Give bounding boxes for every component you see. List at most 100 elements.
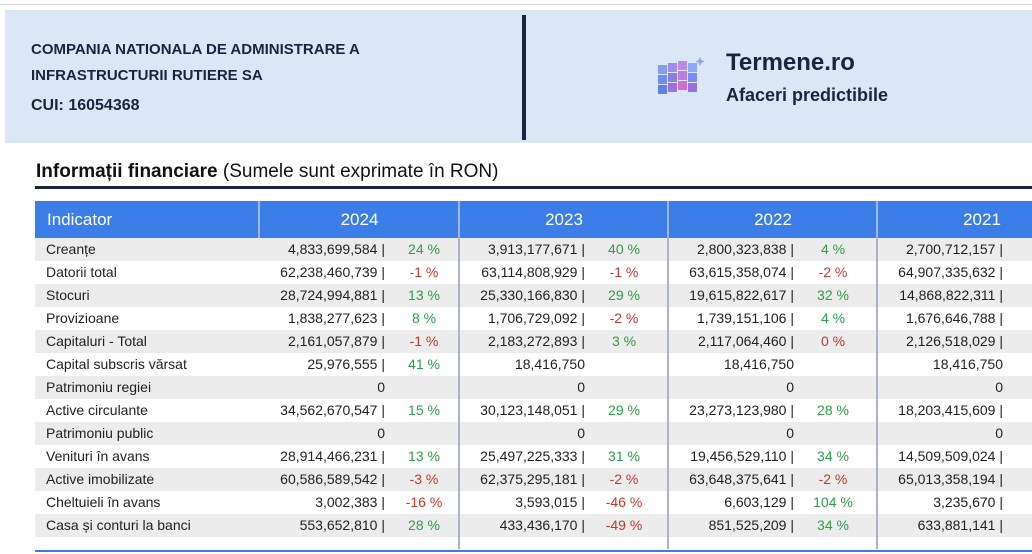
row-band <box>35 238 1032 261</box>
cell-percent: 8 % <box>411 310 437 326</box>
cell-percent: 40 % <box>608 241 640 257</box>
row-band <box>35 307 1032 330</box>
cell-percent: 3 % <box>611 333 637 349</box>
cell-percent: 28 % <box>817 402 849 418</box>
cell-value: 3,002,383 | <box>315 494 385 510</box>
cell-value: 4,833,699,584 | <box>287 241 385 257</box>
row-band <box>35 399 1032 422</box>
cell-percent: -49 % <box>605 517 643 533</box>
cell-percent: 4 % <box>820 310 846 326</box>
cell-percent: -3 % <box>409 471 439 487</box>
cell-value: 851,525,209 | <box>708 517 794 533</box>
cell-percent: 31 % <box>608 448 640 464</box>
cell-value: 0 <box>377 425 385 441</box>
row-label: Venituri în avans <box>46 448 150 464</box>
cell-percent: -2 % <box>609 471 639 487</box>
cell-value: 553,652,810 | <box>299 517 385 533</box>
cell-value: 3,913,177,671 | <box>487 241 585 257</box>
row-label: Datorii total <box>46 264 117 280</box>
brand: Termene.ro <box>726 49 855 76</box>
cell-value: 0 <box>577 379 585 395</box>
row-band <box>35 330 1032 353</box>
cell-value: 18,416,750 <box>932 356 1003 372</box>
cell-value: 34,562,670,547 | <box>280 402 385 418</box>
cell-value: 64,907,335,632 | <box>898 264 1003 280</box>
row-band <box>35 422 1032 445</box>
divider <box>522 15 526 140</box>
cell-value: 3,593,015 | <box>515 494 585 510</box>
row-label: Capital subscris vărsat <box>46 356 187 372</box>
cell-percent: -1 % <box>609 264 639 280</box>
cell-value: 2,161,057,879 | <box>287 333 385 349</box>
row-label: Active circulante <box>46 402 148 418</box>
cell-value: 1,838,277,623 | <box>287 310 385 326</box>
cell-percent: 29 % <box>608 402 640 418</box>
cell-percent: 13 % <box>408 287 440 303</box>
header-separator <box>458 201 460 238</box>
cell-value: 28,914,466,231 | <box>280 448 385 464</box>
bottom-rule <box>35 550 1032 552</box>
header-separator <box>876 201 878 238</box>
column-header: Indicator <box>47 210 113 229</box>
header-separator <box>258 201 260 238</box>
cell-value: 60,586,589,542 | <box>280 471 385 487</box>
cell-percent: -16 % <box>405 494 443 510</box>
cell-percent: 13 % <box>408 448 440 464</box>
cell-percent: -2 % <box>818 471 848 487</box>
cell-percent: 0 % <box>820 333 846 349</box>
row-band <box>35 284 1032 307</box>
row-band <box>35 261 1032 284</box>
cell-percent: -2 % <box>818 264 848 280</box>
cell-value: 63,615,358,074 | <box>689 264 794 280</box>
row-label: Patrimoniu public <box>46 425 154 441</box>
logo-icon <box>658 57 705 94</box>
row-band <box>35 376 1032 399</box>
section-heading: Informații financiare (Sumele sunt expri… <box>36 161 498 183</box>
cell-value: 0 <box>995 379 1003 395</box>
cell-value: 2,700,712,157 | <box>905 241 1003 257</box>
cell-percent: 15 % <box>408 402 440 418</box>
cell-value: 23,273,123,980 | <box>689 402 794 418</box>
cell-value: 1,676,646,788 | <box>905 310 1003 326</box>
row-band <box>35 353 1032 376</box>
table-header <box>35 201 1032 238</box>
cell-value: 63,648,375,641 | <box>689 471 794 487</box>
cui: CUI: 16054368 <box>31 97 140 114</box>
row-label: Patrimoniu regiei <box>46 379 152 395</box>
column-header: 2023 <box>545 210 583 229</box>
section-rule <box>35 186 1032 189</box>
cell-value: 19,615,822,617 | <box>689 287 794 303</box>
cell-percent: 4 % <box>820 241 846 257</box>
cell-percent: 41 % <box>408 356 440 372</box>
cell-value: 28,724,994,881 | <box>280 287 385 303</box>
cell-value: 25,330,166,830 | <box>480 287 585 303</box>
section-note: (Sumele sunt exprimate în RON) <box>222 161 499 182</box>
cell-value: 25,976,555 | <box>307 356 385 372</box>
cell-value: 25,497,225,333 | <box>480 448 585 464</box>
cell-value: 0 <box>786 379 794 395</box>
cell-value: 19,456,529,110 | <box>690 448 794 464</box>
row-label: Active imobilizate <box>46 471 155 487</box>
cell-percent: -1 % <box>409 264 439 280</box>
cell-percent: 24 % <box>408 241 440 257</box>
row-band <box>35 445 1032 468</box>
cell-value: 18,416,750 <box>723 356 794 372</box>
row-label: Provizioane <box>46 310 120 326</box>
cell-value: 2,117,064,460 | <box>697 333 794 349</box>
header-box <box>5 10 1032 143</box>
cell-percent: -1 % <box>409 333 439 349</box>
cell-percent: 32 % <box>817 287 849 303</box>
cell-percent: 104 % <box>813 494 853 510</box>
column-header: 2024 <box>340 210 379 229</box>
cell-value: 0 <box>995 425 1003 441</box>
header-separator <box>667 201 669 238</box>
cell-value: 18,203,415,609 | <box>898 402 1003 418</box>
row-label: Stocuri <box>46 287 90 303</box>
row-label: Casa și conturi la banci <box>46 517 191 533</box>
cell-value: 0 <box>577 425 585 441</box>
cell-value: 3,235,670 | <box>933 494 1003 510</box>
row-label: Cheltuieli în avans <box>46 494 161 510</box>
cell-value: 62,238,460,739 | <box>280 264 385 280</box>
cell-value: 2,800,323,838 | <box>696 241 794 257</box>
cell-value: 1,706,729,092 | <box>487 310 585 326</box>
